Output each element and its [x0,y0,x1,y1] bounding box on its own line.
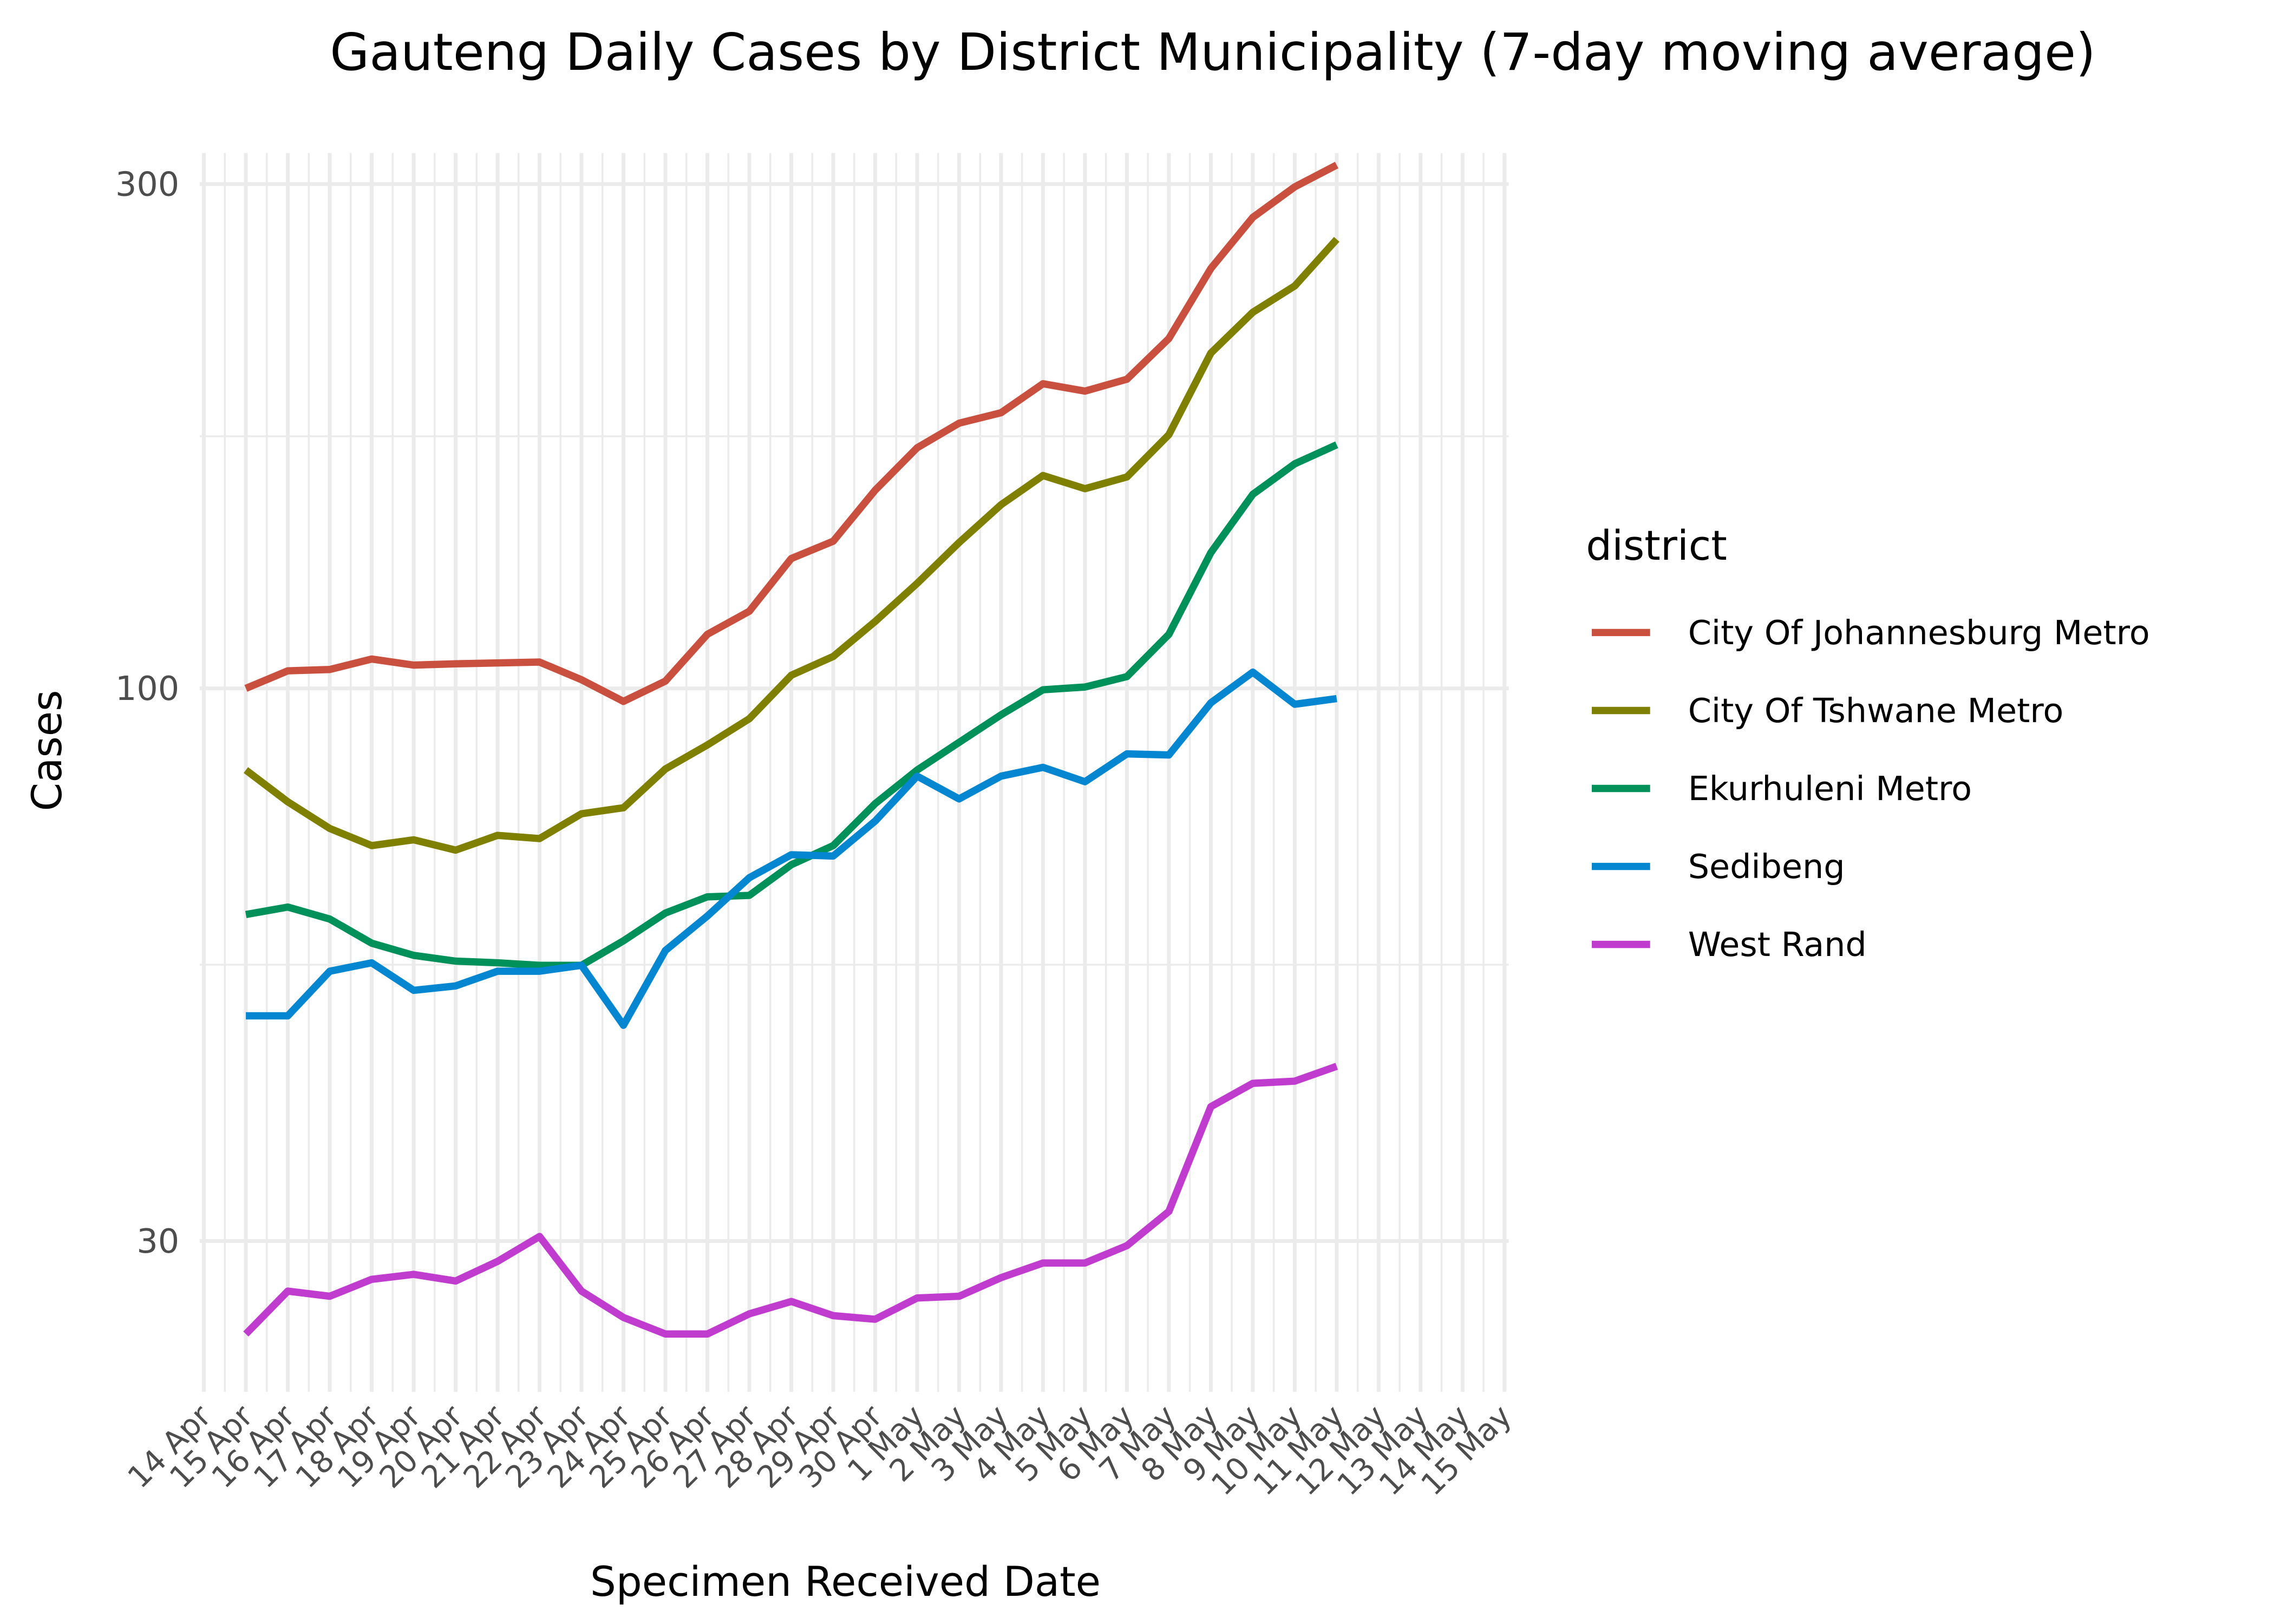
series-line [246,668,1337,1029]
legend-label: Ekurhuleni Metro [1688,769,1972,808]
legend-label: City Of Tshwane Metro [1688,691,2064,730]
legend-label: Sedibeng [1688,847,1845,886]
legend-title: district [1586,522,1727,569]
series-line [245,441,1338,969]
y-tick-label: 30 [136,1222,179,1261]
lines [243,161,1339,1338]
x-axis-label: Specimen Received Date [590,1558,1101,1606]
y-tick-label: 300 [115,165,179,204]
series-line [244,161,1338,705]
chart-title: Gauteng Daily Cases by District Municipa… [330,23,2095,82]
legend-label: West Rand [1688,925,1867,964]
legend: district City Of Johannesburg Metro City … [1586,522,2149,964]
y-tick-label: 100 [115,669,179,708]
series-line [243,1063,1338,1338]
legend-label: City Of Johannesburg Metro [1688,613,2150,652]
y-axis-label: Cases [23,690,71,811]
series-line [244,237,1339,854]
